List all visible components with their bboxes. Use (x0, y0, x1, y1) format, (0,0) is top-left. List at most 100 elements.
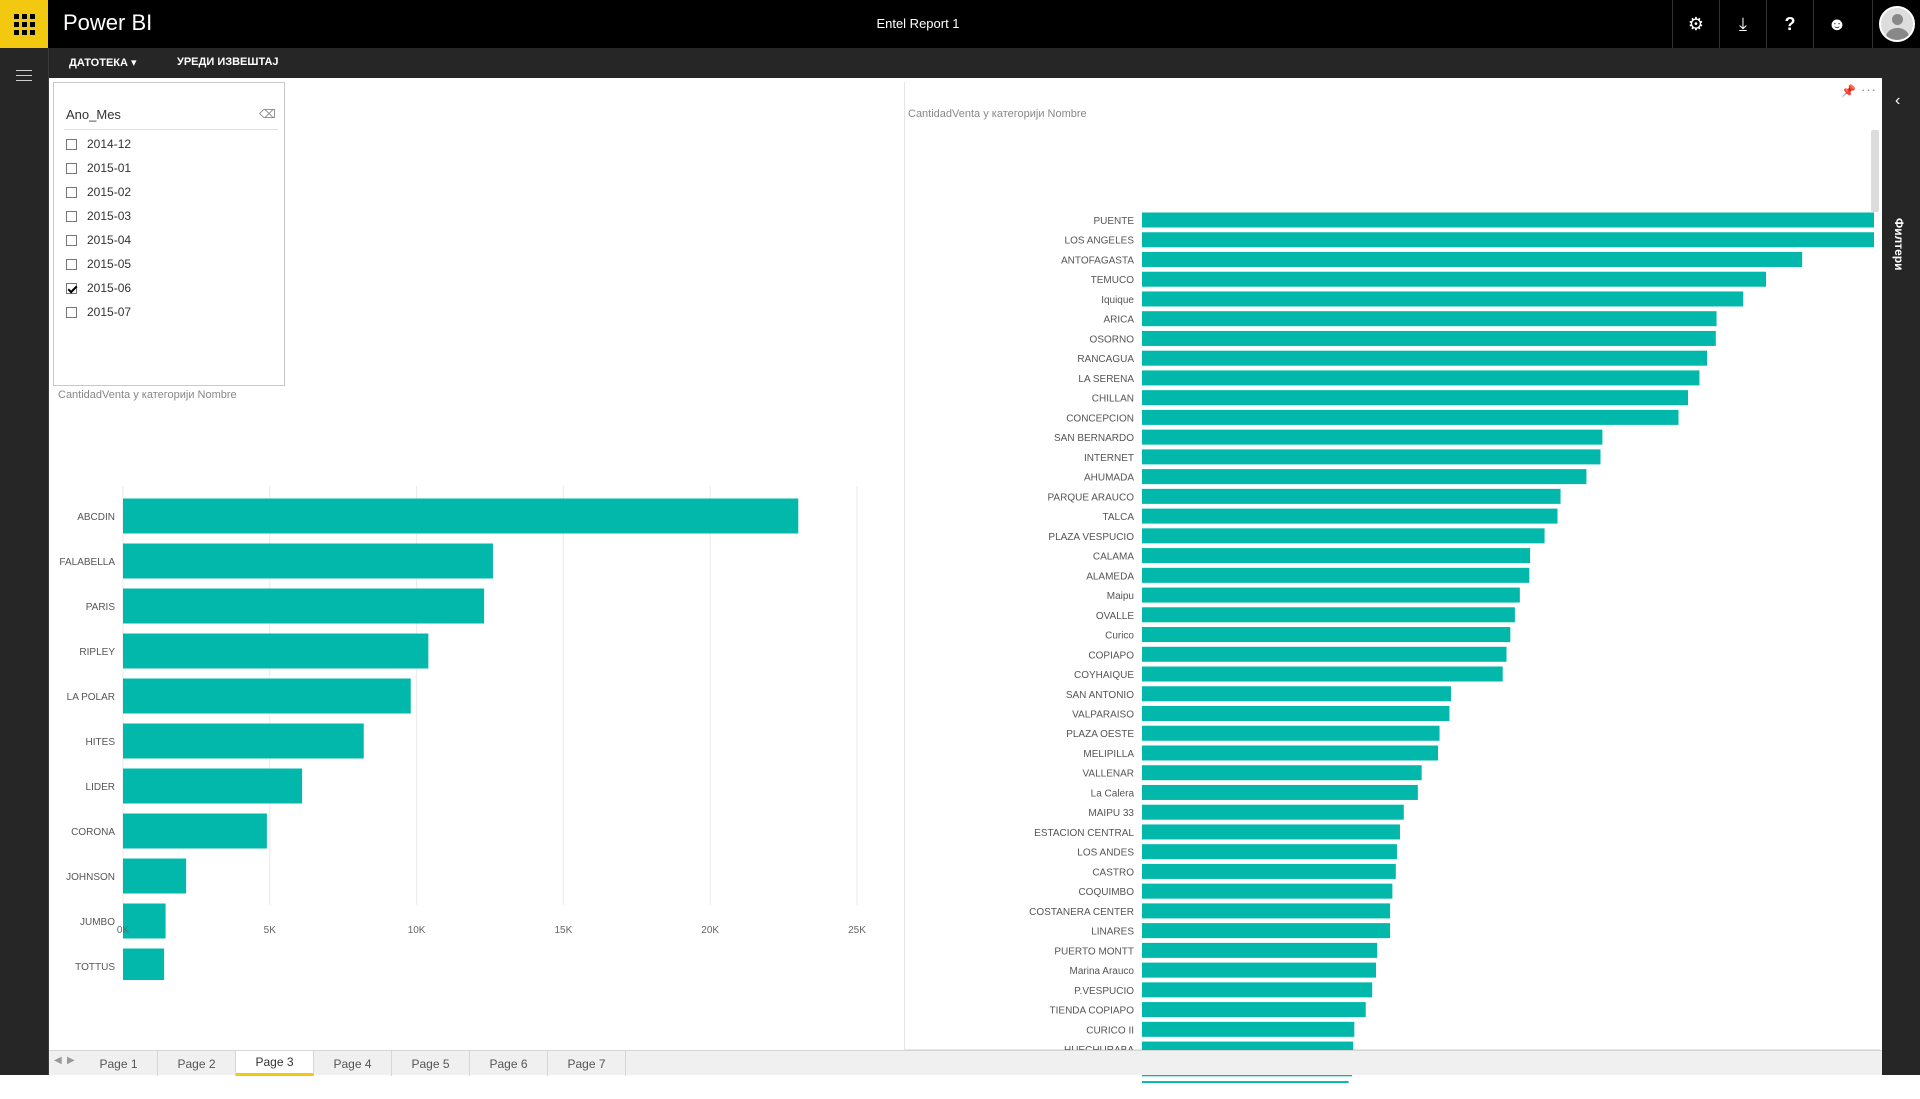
bar[interactable] (123, 948, 165, 981)
bar[interactable] (1142, 686, 1451, 702)
page-tab[interactable]: Page 1 (80, 1051, 158, 1076)
bar[interactable] (1142, 903, 1391, 919)
bar[interactable] (1142, 311, 1717, 327)
page-tab[interactable]: Page 2 (158, 1051, 236, 1076)
chart-right[interactable]: PUENTE LOS ANGELES ANTOFAGASTA TEMUCO Iquiqu… (904, 123, 1874, 1083)
checkbox[interactable] (66, 258, 77, 270)
app-launcher-button[interactable] (0, 0, 48, 48)
clear-selection-eraser-icon[interactable]: ⌫ (259, 107, 276, 121)
checkbox[interactable] (66, 234, 77, 246)
chart-left[interactable]: ABCDIN FALABELLA PARIS RIPLEY LA POLAR HITES L… (49, 400, 889, 980)
more-options-icon[interactable]: ··· (1861, 82, 1877, 97)
page-tab[interactable]: Page 4 (314, 1051, 392, 1076)
bar[interactable] (1142, 271, 1767, 287)
pin-icon[interactable]: 📌 (1841, 84, 1856, 98)
bar[interactable] (1142, 745, 1439, 761)
hamburger-menu-icon[interactable] (16, 70, 32, 85)
bar[interactable] (123, 723, 364, 759)
page-tab[interactable]: Page 5 (392, 1051, 470, 1076)
checkbox[interactable] (66, 186, 77, 198)
bar[interactable] (1142, 409, 1679, 425)
bar[interactable] (1142, 982, 1373, 998)
bar[interactable] (1142, 528, 1545, 544)
filters-label[interactable]: Филтери (1892, 218, 1906, 271)
slicer-item[interactable]: 2014-12 (66, 134, 131, 154)
bar[interactable] (1142, 962, 1377, 978)
bar[interactable] (123, 858, 187, 894)
bar[interactable] (1142, 291, 1744, 307)
bar[interactable] (1142, 765, 1422, 781)
bar[interactable] (1142, 923, 1391, 939)
bar[interactable] (1142, 232, 1874, 248)
file-menu[interactable]: ДАТОТЕКА ▾ (69, 57, 137, 69)
slicer-item[interactable]: 2015-03 (66, 206, 131, 226)
slicer-item[interactable]: 2015-04 (66, 230, 131, 250)
bar[interactable] (1142, 666, 1503, 682)
x-tick-label: 5K (264, 925, 277, 936)
bar[interactable] (1142, 824, 1400, 840)
bar[interactable] (1142, 942, 1378, 958)
slicer-item[interactable]: 2015-06 (66, 278, 131, 298)
chevron-left-icon[interactable]: ‹ (1895, 92, 1901, 109)
slicer-item[interactable]: 2015-02 (66, 182, 131, 202)
bar[interactable] (123, 768, 303, 804)
bar[interactable] (1142, 1002, 1366, 1018)
next-page-arrow-icon[interactable]: ▶ (67, 1055, 75, 1066)
help-icon[interactable]: ? (1766, 0, 1813, 48)
bar[interactable] (123, 633, 429, 669)
bar[interactable] (1142, 863, 1396, 879)
settings-icon[interactable]: ⚙ (1672, 0, 1719, 48)
bar[interactable] (1142, 567, 1530, 583)
avatar[interactable] (1872, 0, 1920, 48)
slicer-item[interactable]: 2015-07 (66, 302, 131, 322)
app-name[interactable]: Power BI (63, 10, 153, 35)
bar[interactable] (1142, 449, 1601, 465)
bar[interactable] (1142, 1021, 1355, 1037)
bar[interactable] (123, 543, 493, 579)
bar[interactable] (1142, 1081, 1349, 1083)
bar[interactable] (1142, 706, 1450, 721)
checkbox[interactable] (66, 282, 77, 294)
page-tab[interactable]: Page 6 (470, 1051, 548, 1076)
slicer-item[interactable]: 2015-01 (66, 158, 131, 178)
slicer-item[interactable]: 2015-05 (66, 254, 131, 274)
bar[interactable] (1142, 784, 1418, 800)
smiley-icon[interactable]: ☻ (1813, 0, 1860, 48)
bar[interactable] (1142, 390, 1689, 406)
bar[interactable] (1142, 883, 1393, 899)
bar[interactable] (1142, 350, 1708, 366)
expand-arrow-icon[interactable]: ↗ (14, 1078, 30, 1098)
bar[interactable] (123, 588, 485, 624)
bar[interactable] (1142, 844, 1397, 860)
bar[interactable] (1142, 212, 1874, 228)
bar[interactable] (1142, 488, 1561, 504)
bar[interactable] (123, 813, 267, 849)
chart-scrollbar[interactable] (1871, 130, 1879, 212)
bar[interactable] (1142, 587, 1520, 603)
edit-report-menu[interactable]: УРЕДИ ИЗВЕШТАЈ (177, 56, 279, 68)
page-tab[interactable]: Page 7 (548, 1051, 626, 1076)
checkbox[interactable] (66, 210, 77, 222)
bar[interactable] (1142, 725, 1440, 741)
download-icon[interactable]: ⤓ (1719, 0, 1766, 48)
bar[interactable] (1142, 251, 1803, 267)
bar[interactable] (123, 498, 799, 534)
bar[interactable] (1142, 429, 1603, 445)
bar[interactable] (1142, 508, 1558, 524)
category-label: La Calera (1091, 788, 1135, 799)
bar[interactable] (123, 678, 411, 714)
page-tab[interactable]: Page 3 (236, 1051, 314, 1076)
bar[interactable] (1142, 469, 1587, 485)
prev-page-arrow-icon[interactable]: ◀ (54, 1055, 62, 1066)
bar[interactable] (1142, 804, 1404, 820)
bar[interactable] (1142, 330, 1716, 346)
bar[interactable] (1142, 370, 1700, 386)
bar[interactable] (1142, 607, 1515, 623)
checkbox[interactable] (66, 162, 77, 174)
bar[interactable] (1142, 646, 1507, 662)
checkbox[interactable] (66, 306, 77, 318)
bar[interactable] (1142, 548, 1531, 564)
bar[interactable] (123, 903, 166, 939)
bar[interactable] (1142, 627, 1511, 643)
checkbox[interactable] (66, 138, 77, 150)
